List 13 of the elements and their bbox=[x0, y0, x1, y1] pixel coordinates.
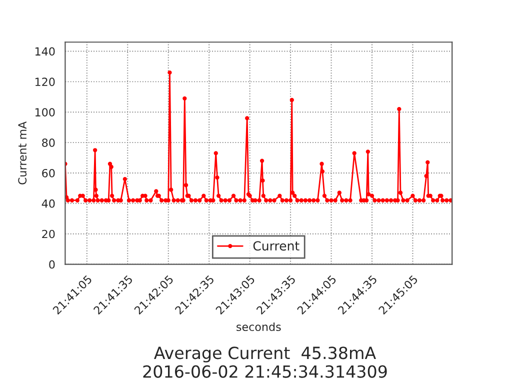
y-tick-label: 120 bbox=[35, 78, 55, 86]
x-axis-title: seconds bbox=[236, 322, 281, 332]
y-tick-label: 80 bbox=[42, 138, 55, 147]
y-axis-title: Current mA bbox=[18, 121, 27, 184]
y-tick-label: 100 bbox=[35, 108, 55, 116]
y-tick-label: 60 bbox=[42, 168, 55, 178]
legend-label: Current bbox=[253, 241, 300, 251]
y-tick-label: 0 bbox=[49, 260, 55, 269]
y-tick-label: 40 bbox=[42, 199, 55, 208]
text: 2016-06-02 21:45:34.314309 bbox=[143, 365, 387, 378]
text: Average Current 45.38mA bbox=[154, 346, 376, 362]
y-tick-label: 20 bbox=[42, 230, 55, 238]
y-tick-label: 140 bbox=[35, 47, 55, 56]
